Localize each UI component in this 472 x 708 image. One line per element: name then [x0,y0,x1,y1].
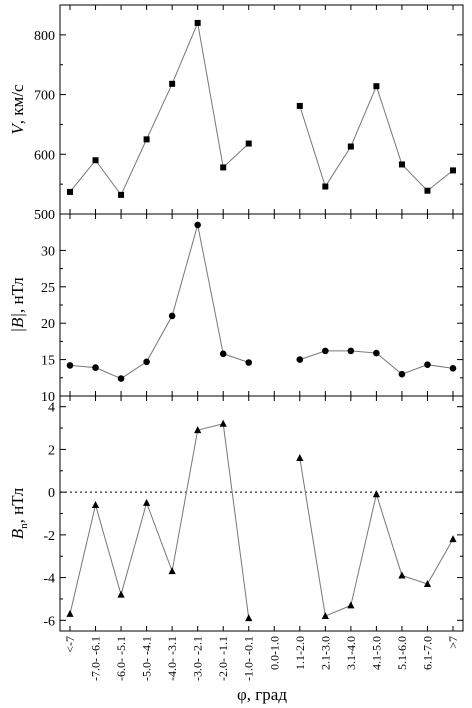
data-point [450,167,456,174]
y-tick-label: 600 [34,148,55,163]
panel-bn: -6 -4 -2 0 2 4 Bn, нТл [8,395,464,632]
x-tick-label: -2.0- -1.1 [216,636,230,681]
data-point [424,187,431,194]
x-tick-label: 3.1-4.0 [344,636,358,670]
x-tick-label: -6.0- -5.1 [114,636,128,681]
panel-b-magnitude: 10 15 20 25 30 |B|, нТл [8,213,464,405]
data-point [296,102,303,109]
data-point [91,500,100,508]
x-tick-label: 5.1-6.0 [395,636,409,670]
y-axis-label: Bn, нТл [8,487,30,539]
series-line [299,457,454,617]
series-line [299,84,454,192]
data-point [296,453,304,461]
data-point [424,361,431,368]
y-tick-label: -2 [43,529,55,544]
data-point [347,347,355,355]
x-axis-label: φ, град [237,685,287,704]
data-point [92,364,99,371]
y-tick-label: 500 [34,208,55,223]
x-tick-label: 1.1-2.0 [293,636,307,670]
data-point [117,375,125,382]
data-point [322,347,329,355]
x-tick-label: -3.0- -2.1 [191,636,205,681]
x-tick-label: >7 [446,636,460,649]
data-point [194,426,202,434]
x-tick-label: 4.1-5.0 [369,636,383,670]
data-point [373,83,380,90]
data-point [117,590,125,598]
data-point [347,143,354,150]
x-tick-label: -1.0- -0.1 [242,636,256,681]
series-line [69,423,250,619]
y-tick-label: 4 [48,401,55,416]
panel-frame [59,213,464,397]
y-axis-label: |B|, нТл [8,277,27,333]
y-tick-label: 800 [34,29,55,44]
data-point [423,580,432,587]
data-point [398,571,406,579]
data-point [169,80,176,87]
y-tick-label: 25 [41,281,55,296]
data-point [245,614,253,622]
data-point [118,191,125,198]
data-point [219,419,227,427]
x-tick-label: -5.0- -4.1 [140,636,154,681]
x-axis: <-7 -7.0- -6.1 -6.0- -5.1 -5.0- -4.1 -4.0- -… [63,636,460,681]
data-point [372,490,380,498]
data-point [92,157,99,164]
data-point [398,161,405,168]
data-point [66,609,74,617]
panel-frame [59,4,464,215]
x-tick-label: 6.1-7.0 [420,636,434,670]
data-point [449,535,457,543]
data-point [143,358,150,366]
x-tick-label: 2.1-3.0 [318,636,332,670]
data-point [398,370,406,378]
data-point [449,365,457,372]
panel-v: 500 600 700 800 V, км/с [8,4,464,223]
y-axis-label: V, км/с [8,84,27,135]
data-point [296,356,304,363]
y-tick-label: 10 [41,390,55,405]
y-tick-label: 700 [34,89,55,104]
x-tick-label: -7.0- -6.1 [89,636,103,681]
data-point [245,140,252,147]
data-point [194,19,201,26]
y-tick-label: 15 [41,354,55,369]
data-point [168,567,176,575]
data-point [67,188,73,195]
data-point [168,312,176,320]
data-point [322,183,329,190]
y-tick-label: 20 [41,317,55,332]
data-point [245,359,253,366]
y-tick-label: 0 [48,486,55,501]
data-point [347,601,355,609]
series-line [69,21,250,196]
y-tick-label: -4 [43,572,55,587]
y-tick-label: 30 [41,244,55,259]
data-point [220,164,227,171]
data-point [321,612,329,620]
data-point [194,221,201,229]
x-tick-label: 0.0-1.0 [267,636,281,670]
data-point [373,349,380,357]
series-line [69,224,249,380]
x-tick-label: -4.0- -3.1 [165,636,179,681]
y-tick-label: 2 [48,443,55,458]
data-point [143,136,150,143]
y-tick-label: -6 [43,614,55,629]
x-tick-label: <-7 [63,636,77,653]
data-point [219,350,227,358]
data-point [143,498,151,506]
data-point [66,362,74,369]
